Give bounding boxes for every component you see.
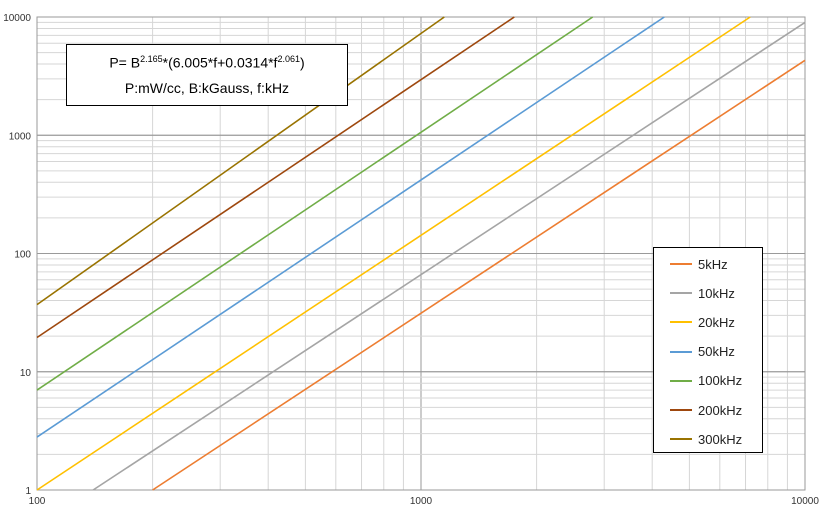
x-tick-label: 10000 xyxy=(791,496,819,507)
series-line-10khz xyxy=(92,21,806,491)
legend-label: 300kHz xyxy=(698,431,743,447)
series-line-20khz xyxy=(36,16,751,491)
formula-prefix: P= B xyxy=(109,54,141,71)
legend-item: 10kHz xyxy=(670,285,735,301)
legend-label: 20kHz xyxy=(698,314,735,330)
legend-swatch xyxy=(670,379,692,382)
formula-exponent-f: 2.061 xyxy=(277,54,300,64)
y-tick-label: 10000 xyxy=(3,13,31,24)
legend-swatch xyxy=(670,321,692,324)
legend-swatch xyxy=(670,263,692,265)
series-line-5khz xyxy=(152,59,806,491)
legend-label: 100kHz xyxy=(698,373,743,389)
formula-exponent-b: 2.165 xyxy=(140,54,163,64)
formula-line: P= B2.165*(6.005*f+0.0314*f2.061) xyxy=(67,54,347,71)
y-tick-label: 100 xyxy=(14,250,31,261)
x-tick-label: 1000 xyxy=(410,496,433,507)
plot-area-border xyxy=(36,16,806,491)
legend-swatch xyxy=(670,438,692,441)
legend-label: 10kHz xyxy=(698,285,735,301)
legend-label: 5kHz xyxy=(698,256,728,272)
series-line-200khz xyxy=(36,16,515,339)
formula-middle: *(6.005*f+0.0314*f xyxy=(162,54,278,71)
legend-swatch xyxy=(670,292,692,295)
x-tick-label: 100 xyxy=(29,496,46,507)
legend-label: 50kHz xyxy=(698,344,735,360)
series-line-300khz xyxy=(36,16,445,306)
formula-units: P:mW/cc, B:kGauss, f:kHz xyxy=(124,80,290,96)
legend-label: 200kHz xyxy=(698,402,743,418)
series-group xyxy=(36,16,806,491)
tick-labels: 100 1000 10000 1 10 100 1000 10000 xyxy=(3,13,819,507)
legend-item: 100kHz xyxy=(670,373,742,389)
legend-swatch xyxy=(670,350,692,353)
legend: 5kHz 10kHz 20kHz 50kHz 100kHz 200kHz 300kHz xyxy=(653,247,763,453)
legend-item: 5kHz xyxy=(670,256,728,272)
legend-item: 50kHz xyxy=(670,344,735,360)
series-line-100khz xyxy=(36,16,594,391)
series-line-50khz xyxy=(36,16,665,438)
legend-item: 20kHz xyxy=(670,314,735,330)
legend-swatch xyxy=(670,409,692,411)
formula-suffix: ) xyxy=(299,54,305,71)
legend-item: 200kHz xyxy=(670,402,742,418)
y-tick-label: 10 xyxy=(20,368,32,379)
y-tick-label: 1 xyxy=(25,486,31,497)
legend-item: 300kHz xyxy=(670,431,742,447)
y-tick-label: 1000 xyxy=(9,131,32,142)
formula-annotation: P= B2.165*(6.005*f+0.0314*f2.061) P:mW/c… xyxy=(66,44,348,106)
